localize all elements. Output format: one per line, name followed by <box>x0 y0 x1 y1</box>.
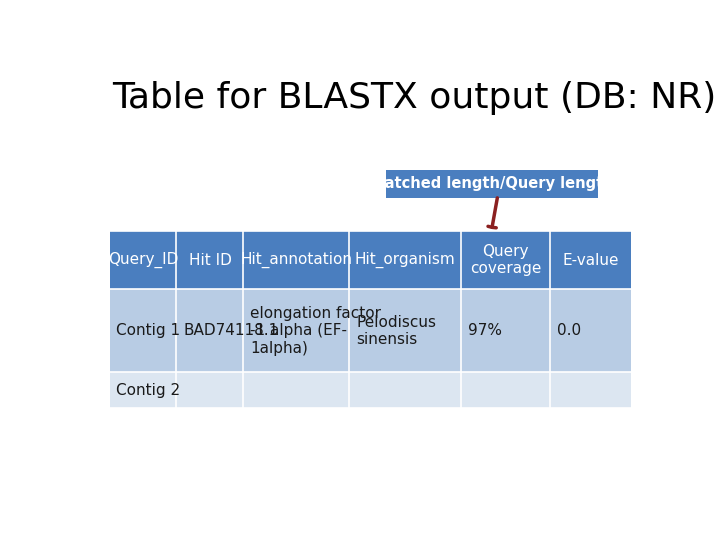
Bar <box>109 373 631 408</box>
Bar <box>109 231 631 289</box>
Text: BAD74118.1: BAD74118.1 <box>183 323 279 339</box>
Text: Hit_organism: Hit_organism <box>355 252 456 268</box>
Text: Matched length/Query length: Matched length/Query length <box>370 176 613 191</box>
Text: 97%: 97% <box>468 323 502 339</box>
Text: 0.0: 0.0 <box>557 323 581 339</box>
Text: Contig 2: Contig 2 <box>116 383 180 397</box>
Bar <box>109 289 631 373</box>
Text: Contig 1: Contig 1 <box>116 323 180 339</box>
Text: elongation factor
-1 alpha (EF-
1alpha): elongation factor -1 alpha (EF- 1alpha) <box>250 306 381 356</box>
Bar <box>386 170 598 198</box>
Text: Pelodiscus
sinensis: Pelodiscus sinensis <box>356 315 436 347</box>
Text: Hit ID: Hit ID <box>189 253 231 268</box>
Text: Query_ID: Query_ID <box>108 252 178 268</box>
Text: Hit_annotation: Hit_annotation <box>240 252 353 268</box>
Text: Table for BLASTX output (DB: NR): Table for BLASTX output (DB: NR) <box>112 82 716 116</box>
Text: E-value: E-value <box>562 253 619 268</box>
Text: Query
coverage: Query coverage <box>470 244 541 276</box>
